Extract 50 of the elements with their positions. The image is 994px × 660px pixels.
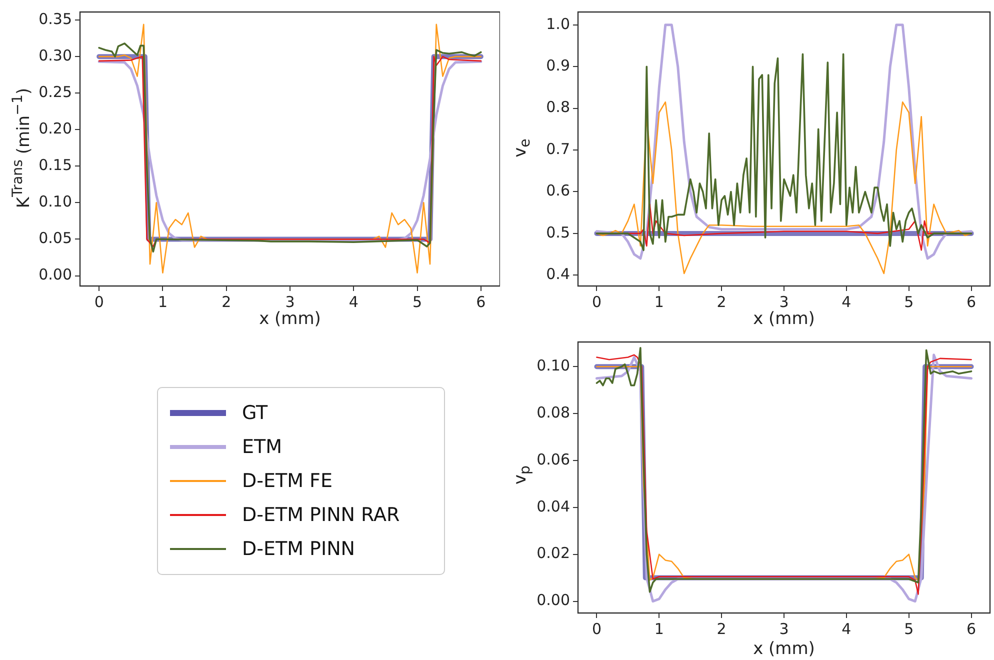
y-tick-label: 0.10	[536, 356, 570, 375]
y-tick-label: 0.04	[536, 497, 570, 516]
x-tick-label: 1	[654, 620, 664, 638]
x-tick-label: 1	[654, 292, 664, 311]
legend-label: D-ETM PINN RAR	[242, 504, 400, 526]
legend-label: GT	[242, 402, 268, 424]
x-axis-title: x (mm)	[753, 309, 815, 330]
y-tick-label: 0.35	[38, 10, 72, 28]
legend-label: D-ETM FE	[242, 470, 332, 492]
y-tick-label: 0.10	[38, 192, 72, 211]
x-tick-label: 2	[222, 292, 232, 311]
y-tick-label: 0.8	[546, 98, 570, 116]
y-tick-label: 0.4	[546, 265, 570, 284]
legend-label: D-ETM PINN	[242, 538, 356, 560]
x-axis-title: x (mm)	[753, 639, 815, 660]
x-tick-label: 3	[779, 620, 789, 638]
x-axis-title: x (mm)	[259, 309, 321, 330]
y-tick-label: 0.30	[38, 46, 72, 64]
x-tick-label: 3	[779, 292, 789, 311]
x-tick-label: 5	[904, 620, 914, 638]
x-tick-label: 2	[716, 620, 726, 638]
legend-label: ETM	[242, 436, 282, 458]
x-tick-label: 4	[842, 620, 852, 638]
y-tick-label: 0.6	[546, 182, 570, 200]
x-tick-label: 1	[158, 292, 168, 311]
x-tick-label: 4	[842, 292, 852, 311]
x-tick-label: 6	[966, 620, 976, 638]
y-tick-label: 0.9	[546, 56, 570, 75]
y-tick-label: 0.02	[536, 544, 570, 562]
x-tick-label: 4	[348, 292, 358, 311]
y-tick-label: 0.06	[536, 450, 570, 468]
y-tick-label: 1.0	[546, 14, 570, 33]
x-tick-label: 2	[716, 292, 726, 311]
x-tick-label: 5	[412, 292, 422, 311]
x-tick-label: 6	[476, 292, 486, 311]
x-tick-label: 0	[94, 292, 104, 311]
y-tick-label: 0.00	[536, 591, 570, 610]
y-tick-label: 0.00	[38, 266, 72, 284]
y-tick-label: 0.7	[546, 140, 570, 158]
x-tick-label: 6	[966, 292, 976, 311]
y-tick-label: 0.08	[536, 403, 570, 422]
x-tick-label: 5	[904, 292, 914, 311]
y-tick-label: 0.05	[38, 229, 72, 248]
x-tick-label: 3	[285, 292, 295, 311]
y-tick-label: 0.15	[38, 156, 72, 174]
y-tick-label: 0.25	[38, 82, 72, 101]
x-tick-label: 0	[592, 620, 602, 638]
x-tick-label: 0	[592, 292, 602, 311]
y-tick-label: 0.5	[546, 223, 570, 242]
y-tick-label: 0.20	[38, 120, 72, 138]
